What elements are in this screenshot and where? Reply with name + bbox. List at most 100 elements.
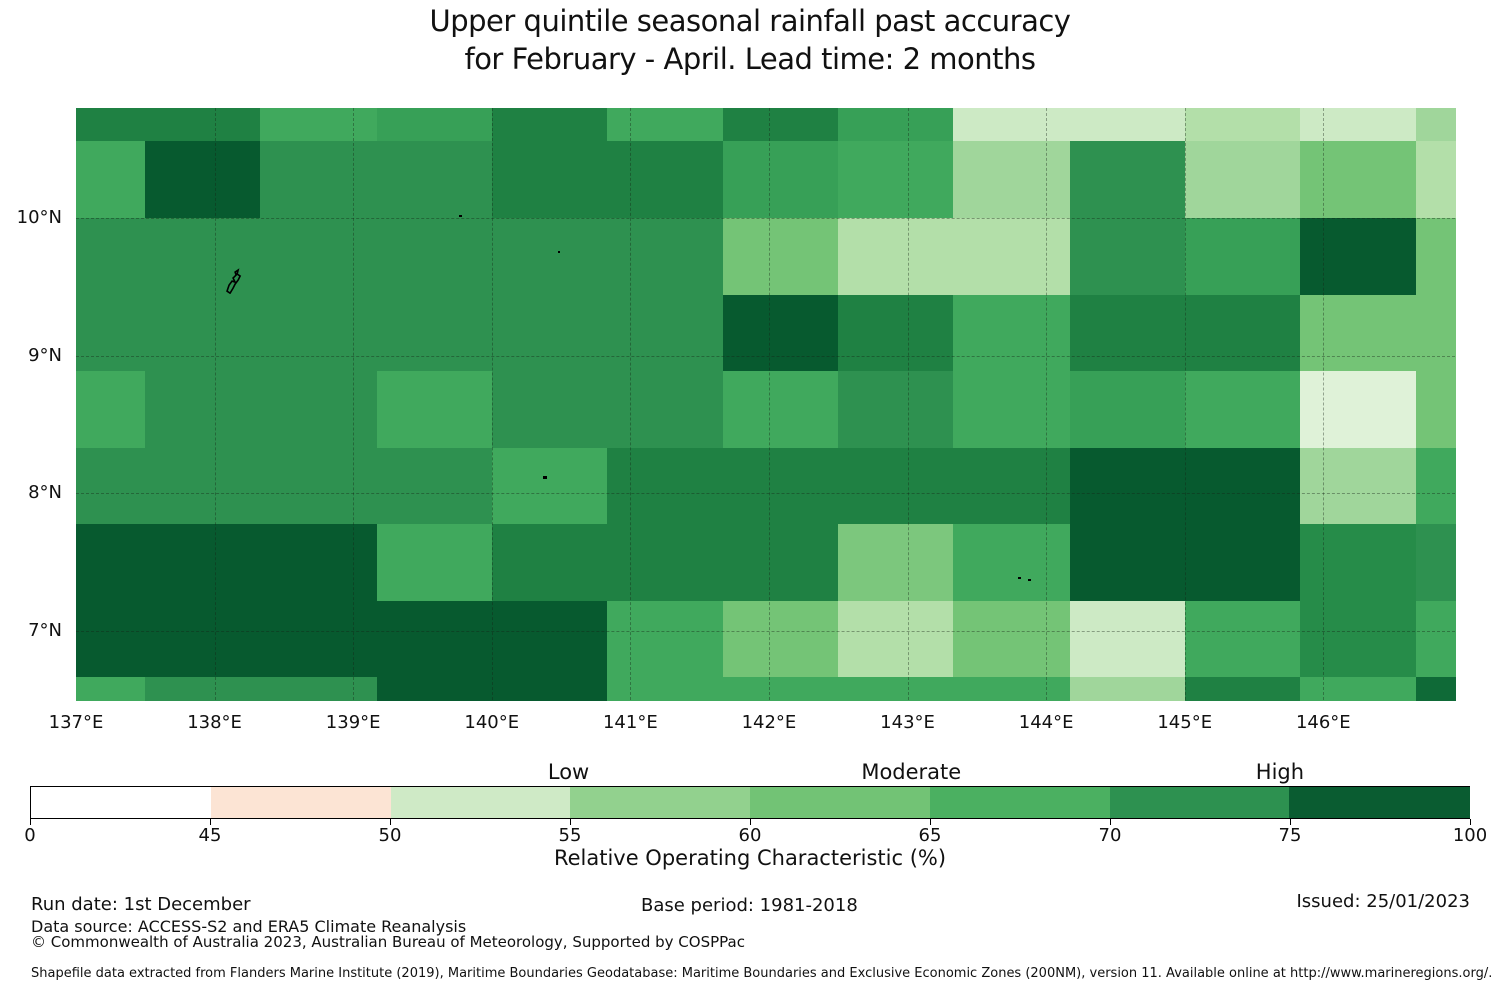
roc-grid-cell bbox=[1299, 370, 1417, 449]
roc-grid-cell bbox=[606, 448, 724, 525]
issued-date-text: Issued: 25/01/2023 bbox=[1296, 891, 1470, 912]
roc-grid-cell bbox=[260, 676, 378, 701]
longitude-tick-label: 140°E bbox=[464, 712, 520, 733]
roc-grid-cell bbox=[491, 676, 608, 701]
copyright-text: © Commonwealth of Australia 2023, Austra… bbox=[31, 933, 745, 951]
colorbar-axis-label: Relative Operating Characteristic (%) bbox=[553, 846, 947, 870]
roc-grid-cell bbox=[1299, 108, 1417, 142]
colorbar-bin-75-100 bbox=[1289, 787, 1470, 818]
roc-grid-cell bbox=[838, 295, 955, 372]
longitude-tick-label: 146°E bbox=[1295, 712, 1351, 733]
roc-grid-cell bbox=[838, 108, 955, 142]
roc-grid-cell bbox=[1299, 448, 1417, 525]
roc-grid-cell bbox=[260, 108, 378, 142]
longitude-tick-label: 145°E bbox=[1157, 712, 1213, 733]
roc-grid-cell bbox=[838, 218, 955, 297]
roc-grid-cell bbox=[376, 523, 493, 602]
roc-grid-cell bbox=[76, 108, 147, 142]
latitude-gridline bbox=[76, 355, 1455, 357]
roc-grid-cell bbox=[953, 218, 1071, 297]
roc-grid-cell bbox=[145, 523, 262, 602]
roc-grid-cell bbox=[723, 370, 840, 449]
colorbar-tick bbox=[570, 819, 571, 825]
latitude-tick-label: 10°N bbox=[16, 207, 62, 229]
longitude-gridline bbox=[353, 108, 355, 700]
roc-grid-cell bbox=[838, 676, 955, 701]
roc-grid-cell bbox=[1299, 523, 1417, 602]
roc-grid-cell bbox=[1299, 218, 1417, 297]
roc-grid-cell bbox=[606, 370, 724, 449]
roc-grid-cell bbox=[491, 108, 608, 142]
roc-grid-cell bbox=[1184, 108, 1301, 142]
roc-grid-cell bbox=[1069, 676, 1186, 701]
roc-grid-cell bbox=[260, 523, 378, 602]
roc-grid-cell bbox=[76, 295, 147, 372]
colorbar-tick-label: 75 bbox=[1278, 825, 1302, 846]
colorbar-tick-label: 50 bbox=[378, 825, 402, 846]
roc-grid-cell bbox=[76, 448, 147, 525]
roc-grid-cell bbox=[1299, 600, 1417, 678]
colorbar-bin-70-75 bbox=[1109, 787, 1290, 818]
colorbar-tick bbox=[30, 819, 31, 825]
colorbar-bin-55-60 bbox=[570, 787, 751, 818]
longitude-gridline bbox=[630, 108, 632, 700]
roc-grid-cell bbox=[606, 141, 724, 219]
roc-grid-cell bbox=[76, 141, 147, 219]
longitude-gridline bbox=[1323, 108, 1325, 700]
roc-grid-cell bbox=[1069, 141, 1186, 219]
roc-grid-cell bbox=[260, 141, 378, 219]
roc-grid-cell bbox=[1069, 370, 1186, 449]
colorbar-tick-label: 60 bbox=[738, 825, 762, 846]
colorbar-bin-45-50 bbox=[210, 787, 392, 818]
longitude-gridline bbox=[1184, 108, 1186, 700]
roc-grid-cell bbox=[260, 448, 378, 525]
colorbar-tick bbox=[1290, 819, 1291, 825]
roc-grid-cell bbox=[76, 218, 147, 297]
roc-grid-cell bbox=[376, 600, 493, 678]
roc-grid-cell bbox=[376, 108, 493, 142]
roc-grid-cell bbox=[1416, 295, 1456, 372]
roc-grid-cell bbox=[723, 295, 840, 372]
roc-grid-cell bbox=[606, 218, 724, 297]
roc-grid-cell bbox=[838, 600, 955, 678]
roc-grid-cell bbox=[723, 600, 840, 678]
roc-grid-cell bbox=[76, 676, 147, 701]
roc-grid-cell bbox=[1069, 523, 1186, 602]
roc-grid-cell bbox=[606, 523, 724, 602]
roc-grid-cell bbox=[491, 448, 608, 525]
roc-grid-cell bbox=[1069, 295, 1186, 372]
longitude-gridline bbox=[768, 108, 770, 700]
colorbar-section-label: Low bbox=[547, 760, 590, 784]
roc-grid-cell bbox=[953, 141, 1071, 219]
roc-grid-cell bbox=[76, 523, 147, 602]
latitude-tick-label: 8°N bbox=[28, 482, 62, 504]
longitude-gridline bbox=[907, 108, 909, 700]
roc-grid-cell bbox=[491, 600, 608, 678]
colorbar-tick-label: 65 bbox=[918, 825, 942, 846]
latitude-gridline bbox=[76, 493, 1455, 495]
roc-grid-cell bbox=[1416, 600, 1456, 678]
roc-grid-cell bbox=[376, 295, 493, 372]
roc-grid-cell bbox=[376, 448, 493, 525]
colorbar-tick-label: 0 bbox=[24, 825, 36, 846]
latitude-tick-label: 7°N bbox=[28, 620, 62, 642]
roc-grid-cell bbox=[260, 370, 378, 449]
roc-grid-cell bbox=[1184, 141, 1301, 219]
roc-grid-cell bbox=[260, 600, 378, 678]
chart-title-line1: Upper quintile seasonal rainfall past ac… bbox=[429, 4, 1071, 38]
longitude-tick-label: 138°E bbox=[187, 712, 242, 733]
roc-grid-cell bbox=[1069, 218, 1186, 297]
island-dot bbox=[543, 475, 548, 479]
roc-grid-cell bbox=[838, 523, 955, 602]
roc-grid-cell bbox=[1069, 448, 1186, 525]
chart-title-line2: for February - April. Lead time: 2 month… bbox=[464, 42, 1036, 76]
shapefile-attribution-text: Shapefile data extracted from Flanders M… bbox=[31, 966, 1493, 981]
colorbar-tick-label: 100 bbox=[1452, 825, 1488, 846]
roc-grid-cell bbox=[1184, 218, 1301, 297]
roc-heatmap-canvas bbox=[76, 108, 1456, 701]
roc-grid-cell bbox=[953, 108, 1071, 142]
roc-grid-cell bbox=[260, 295, 378, 372]
roc-grid-cell bbox=[723, 523, 840, 602]
longitude-tick-label: 143°E bbox=[880, 712, 935, 733]
